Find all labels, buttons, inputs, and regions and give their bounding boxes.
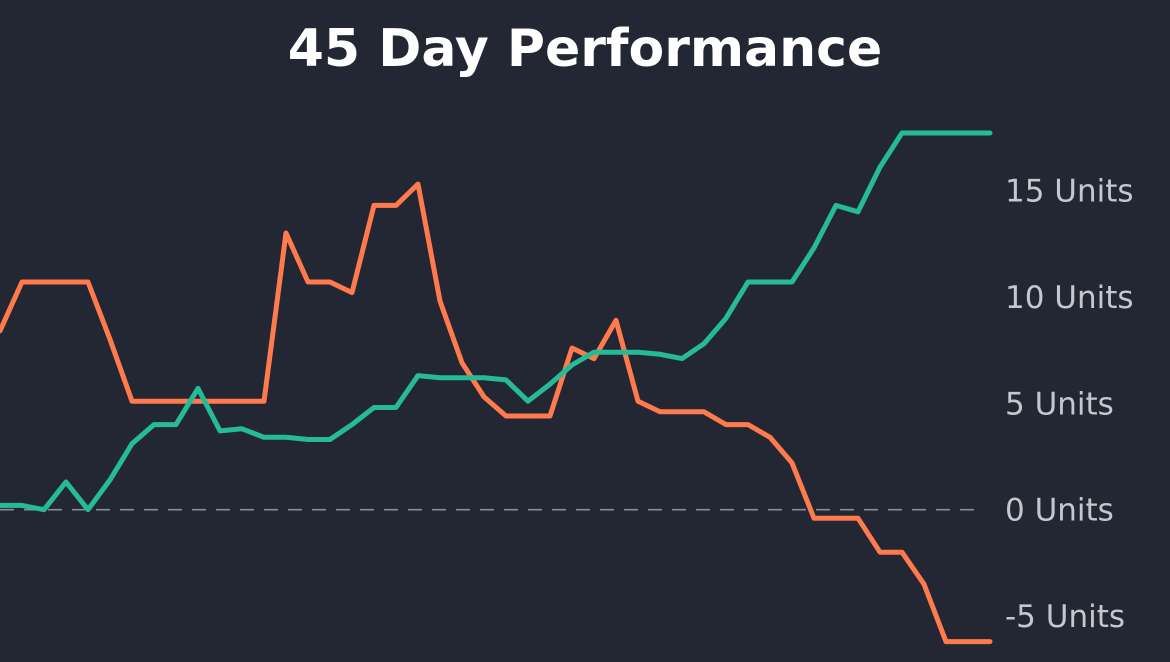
chart-title: 45 Day Performance [288, 19, 883, 79]
y-tick-label: 5 Units [1005, 386, 1114, 422]
series-line-1 [0, 181, 993, 645]
series-group [0, 130, 993, 645]
series-line-2 [0, 130, 993, 513]
y-tick-label: -5 Units [1005, 599, 1125, 635]
y-axis-ticks: -5 Units 0 Units 5 Units 10 Units 15 Units [1005, 173, 1134, 635]
y-tick-label: 10 Units [1005, 280, 1134, 316]
y-tick-label: 15 Units [1005, 173, 1134, 209]
y-tick-label: 0 Units [1005, 493, 1114, 529]
